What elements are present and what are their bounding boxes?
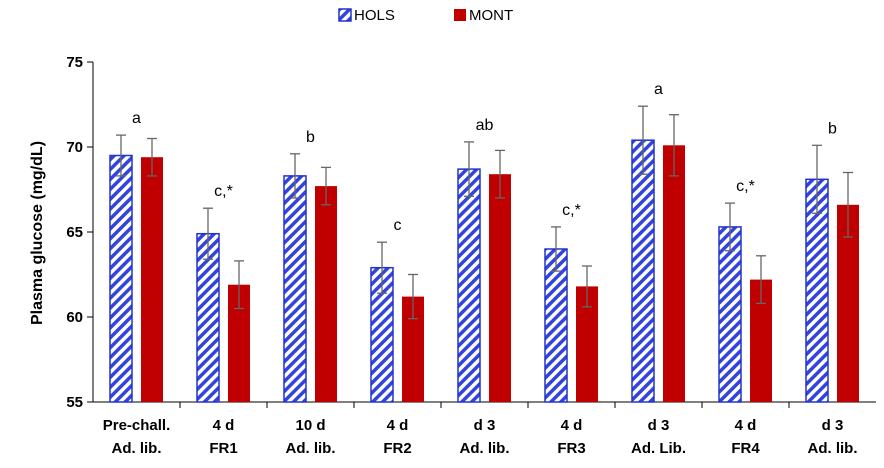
y-tick-label: 60: [66, 309, 83, 326]
y-tick-label: 65: [66, 224, 83, 241]
x-tick-label: d 3: [648, 417, 670, 434]
bar-mont: [576, 286, 598, 402]
y-tick-label: 75: [66, 54, 83, 71]
legend-label-mont: MONT: [469, 7, 513, 24]
x-tick-label: Ad. lib.: [460, 440, 510, 457]
significance-annotation: c,*: [214, 183, 233, 200]
x-tick-label: Ad. Lib.: [631, 440, 686, 457]
y-tick-label: 70: [66, 139, 83, 156]
x-tick-label: d 3: [474, 417, 496, 434]
x-tick-label: FR4: [731, 440, 760, 457]
x-tick-label: Pre-chall.: [103, 417, 171, 434]
bar-hols: [109, 154, 133, 403]
significance-annotation: b: [306, 129, 315, 146]
bar-mont: [750, 279, 772, 402]
x-tick-label: 4 d: [735, 417, 757, 434]
x-tick-label: 10 d: [295, 417, 325, 434]
significance-annotation: b: [828, 120, 837, 137]
bar-hols: [544, 248, 568, 403]
legend: HOLS MONT: [338, 7, 513, 24]
significance-annotation: a: [654, 81, 663, 98]
x-tick-label: Ad. lib.: [808, 440, 858, 457]
x-tick-label: 4 d: [213, 417, 235, 434]
bar-mont: [315, 186, 337, 402]
bar-hols: [457, 168, 481, 403]
bar-mont: [837, 204, 859, 402]
x-tick-label: d 3: [822, 417, 844, 434]
x-tick-label: 4 d: [561, 417, 583, 434]
bar-hols: [718, 226, 742, 403]
x-tick-label: FR1: [209, 440, 237, 457]
legend-swatch-mont: [454, 9, 466, 21]
x-tick-label: Ad. lib.: [286, 440, 336, 457]
bar-mont: [489, 174, 511, 402]
x-tick-label: FR3: [557, 440, 585, 457]
x-tick-label: FR2: [383, 440, 411, 457]
y-tick-label: 55: [66, 394, 83, 411]
bar-mont: [663, 145, 685, 403]
plot-area: 55 60 65 70 75 Pre-chall. Ad. lib. a 4 d FR1 c,* 10…: [66, 54, 876, 457]
bar-mont: [228, 284, 250, 402]
significance-annotation: c: [394, 217, 402, 234]
x-tick-label: 4 d: [387, 417, 409, 434]
legend-label-hols: HOLS: [354, 7, 395, 24]
legend-swatch-hols: [338, 8, 352, 22]
significance-annotation: a: [132, 110, 141, 127]
significance-annotation: c,*: [562, 202, 581, 219]
x-tick-label: Ad. lib.: [112, 440, 162, 457]
significance-annotation: c,*: [736, 178, 755, 195]
bar-hols: [631, 139, 655, 403]
bar-hols: [283, 175, 307, 403]
significance-annotation: ab: [476, 117, 494, 134]
bar-mont: [402, 296, 424, 402]
bar-mont: [141, 157, 163, 402]
y-axis-title: Plasma glucose (mg/dL): [29, 141, 46, 325]
